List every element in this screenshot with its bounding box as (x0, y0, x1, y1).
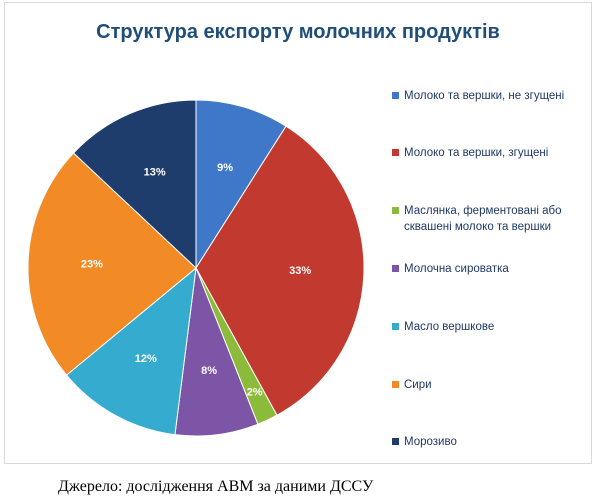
pie-slice (65, 266, 197, 436)
legend-item: Маслянка, ферментовані або сквашені моло… (392, 203, 592, 235)
legend-marker (392, 207, 399, 214)
legend-marker (392, 438, 399, 445)
legend-label: Масло вершкове (404, 321, 495, 333)
legend-item: Морозиво (392, 434, 592, 450)
value-label: 9% (217, 162, 233, 174)
legend-label: Молочна сироватка (404, 263, 509, 275)
value-label: 13% (144, 166, 166, 178)
legend-label: Маслянка, ферментовані або сквашені моло… (404, 205, 562, 233)
legend-marker (392, 92, 399, 99)
pie-slice (195, 125, 365, 416)
legend-item: Молочна сироватка (392, 261, 592, 277)
legend-item: Сири (392, 377, 592, 393)
pie-slice (72, 99, 197, 270)
legend-item: Молоко та вершки, згущені (392, 145, 592, 161)
legend-label: Сири (404, 379, 432, 391)
value-label: 12% (135, 353, 157, 365)
value-label: 8% (201, 365, 217, 377)
legend-item: Молоко та вершки, не згущені (392, 88, 592, 104)
legend-marker (392, 381, 399, 388)
legend-label: Молоко та вершки, не згущені (404, 90, 565, 102)
legend-marker (392, 149, 399, 156)
legend-item: Масло вершкове (392, 319, 592, 335)
value-label: 23% (81, 259, 103, 271)
value-label: 2% (247, 387, 263, 399)
pie-slice (195, 99, 287, 270)
legend-label: Молоко та вершки, згущені (404, 147, 549, 159)
value-label: 33% (289, 265, 311, 277)
chart-frame (4, 2, 592, 464)
legend-marker (392, 265, 399, 272)
legend-label: Морозиво (404, 436, 457, 448)
chart-title: Структура експорту молочних продуктів (96, 21, 500, 43)
pie-slice (27, 152, 197, 376)
legend-marker (392, 323, 399, 330)
source-note: Джерело: дослідження АВМ за даними ДССУ (58, 478, 374, 495)
